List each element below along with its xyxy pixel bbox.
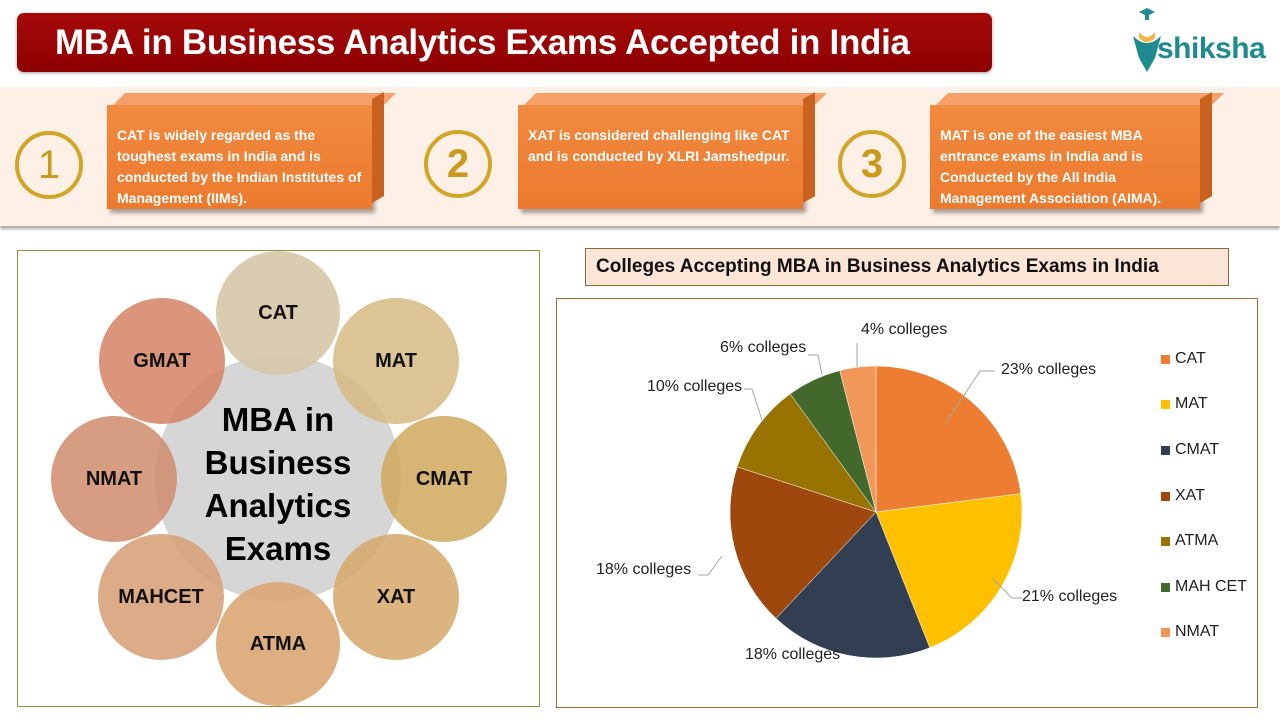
legend-item-nmat: NMAT (1161, 623, 1219, 641)
legend-swatch-mahcet (1161, 582, 1170, 592)
exam-circle-nmat: NMAT (51, 416, 177, 542)
legend-item-atma: ATMA (1161, 532, 1218, 550)
exam-circle-mat: MAT (333, 298, 459, 424)
logo-text: shiksha (1157, 32, 1266, 65)
shiksha-logo: shiksha (1125, 6, 1275, 76)
legend-label: XAT (1175, 487, 1205, 504)
legend-item-cat: CAT (1161, 350, 1206, 368)
number-badge-2: 2 (424, 130, 492, 198)
data-label-xat: 18% colleges (596, 561, 692, 578)
data-label-atma: 10% colleges (647, 378, 743, 395)
exam-diagram-frame (17, 250, 540, 707)
legend-item-cmat: CMAT (1161, 441, 1219, 459)
data-label-mahcet: 6% colleges (720, 339, 807, 356)
fact-box-mat: MAT is one of the easiest MBA entrance e… (930, 105, 1200, 209)
legend-label: MAH CET (1175, 578, 1247, 595)
exam-circle-gmat: GMAT (99, 298, 225, 424)
number-badge-3: 3 (838, 130, 906, 198)
exam-circle-atma: ATMA (216, 582, 340, 706)
exam-circle-mahcet: MAHCET (98, 534, 224, 660)
legend-item-mahcet: MAH CET (1161, 578, 1247, 596)
data-label-cat: 23% colleges (1001, 361, 1097, 378)
legend-label: NMAT (1175, 623, 1220, 640)
legend-label: CMAT (1175, 441, 1220, 458)
exam-circle-cat: CAT (216, 251, 340, 375)
data-label-mat: 21% colleges (1022, 588, 1118, 605)
chart-frame (556, 298, 1258, 708)
fact-box-xat: XAT is considered challenging like CAT a… (518, 105, 803, 209)
legend-swatch-cat (1161, 354, 1170, 364)
legend-label: ATMA (1175, 532, 1219, 549)
data-label-nmat: 4% colleges (861, 321, 948, 338)
legend-item-mat: MAT (1161, 395, 1208, 413)
legend-swatch-atma (1161, 536, 1170, 546)
legend-label: MAT (1175, 395, 1208, 412)
legend-item-xat: XAT (1161, 487, 1205, 505)
exam-circle-xat: XAT (333, 534, 459, 660)
chart-title: Colleges Accepting MBA in Business Analy… (585, 248, 1229, 286)
graduate-pen-icon (1133, 8, 1161, 72)
diagram-center-label: MBA in Business Analytics Exams (204, 401, 352, 567)
exam-circle-cmat: CMAT (381, 416, 507, 542)
page-title: MBA in Business Analytics Exams Accepted… (17, 13, 992, 72)
number-badge-1: 1 (15, 131, 83, 199)
legend-swatch-xat (1161, 491, 1170, 501)
legend-label: CAT (1175, 350, 1206, 367)
data-label-cmat: 18% colleges (745, 646, 841, 663)
legend-swatch-cmat (1161, 445, 1170, 455)
legend-swatch-mat (1161, 399, 1170, 409)
fact-box-cat: CAT is widely regarded as the toughest e… (107, 105, 372, 209)
legend-swatch-nmat (1161, 627, 1170, 637)
